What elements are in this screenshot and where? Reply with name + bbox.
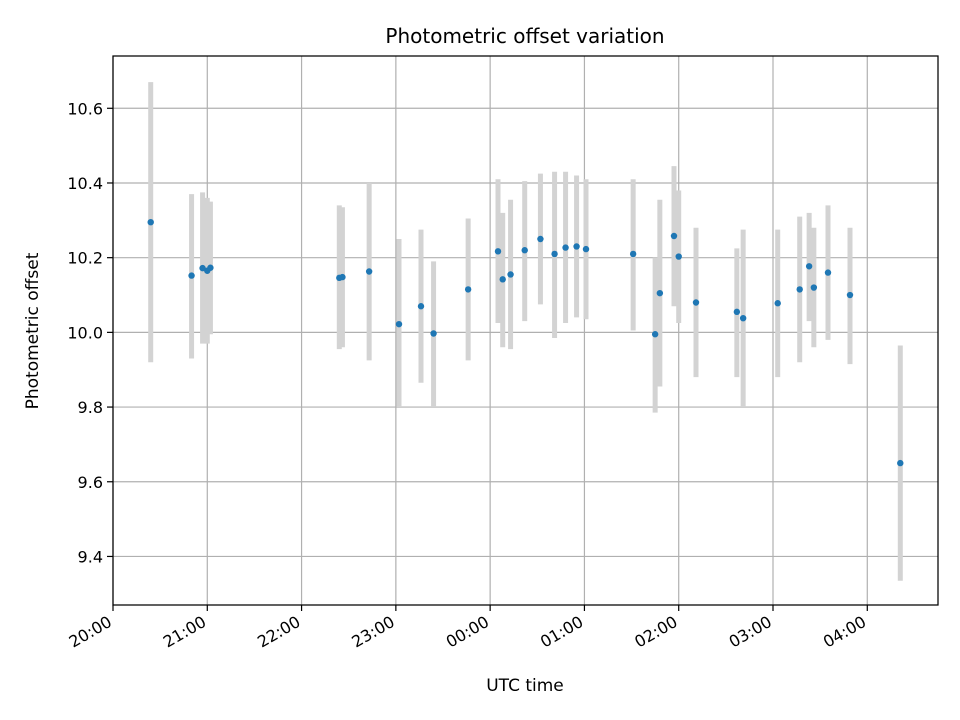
data-point [365,268,373,275]
data-point [810,284,818,291]
y-tick-label: 10.2 [67,249,103,268]
y-tick-label: 9.4 [78,547,103,566]
data-point [796,286,803,293]
data-point-series [147,218,904,467]
data-point [670,232,678,240]
data-point [739,314,747,322]
data-point [651,331,659,338]
y-tick-label: 9.6 [78,473,103,492]
data-point [430,330,437,337]
data-point [339,273,346,281]
data-point [207,264,214,271]
y-tick-label: 10.0 [67,323,103,342]
data-point [692,299,700,306]
data-point [395,320,403,328]
data-point [562,244,569,251]
data-point [629,250,637,258]
data-point [656,289,664,297]
data-point [824,269,832,276]
data-point [805,263,813,270]
data-point [551,250,558,258]
data-point [507,271,514,278]
data-point [733,308,741,316]
data-point [582,245,590,253]
data-point [774,300,781,307]
data-point [494,248,502,255]
data-point [573,243,580,250]
data-point [537,235,544,243]
data-point [897,459,904,467]
data-point [499,276,506,283]
data-point [417,303,425,310]
data-point [147,218,154,226]
data-point [199,264,206,272]
data-point [464,286,472,293]
data-point [188,272,195,279]
y-tick-label: 10.6 [67,99,103,118]
y-axis-label: Photometric offset [23,252,43,409]
data-point [675,253,682,260]
x-axis-label: UTC time [486,676,564,696]
data-point [846,291,854,299]
y-tick-label: 10.4 [67,174,103,193]
plot-frame [112,55,939,606]
chart-title: Photometric offset variation [385,24,664,48]
y-tick-label: 9.8 [78,398,103,417]
data-point [521,247,528,254]
